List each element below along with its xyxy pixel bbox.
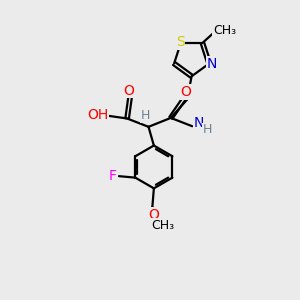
Text: CH₃: CH₃ [213,24,236,37]
Text: S: S [176,35,184,50]
Text: OH: OH [87,108,109,122]
Text: H: H [202,123,212,136]
Text: O: O [123,84,134,98]
Text: O: O [148,208,159,222]
Text: O: O [180,85,191,99]
Text: F: F [109,169,117,183]
Text: N: N [194,116,204,130]
Text: H: H [140,109,150,122]
Text: N: N [206,57,217,70]
Text: CH₃: CH₃ [151,219,174,232]
